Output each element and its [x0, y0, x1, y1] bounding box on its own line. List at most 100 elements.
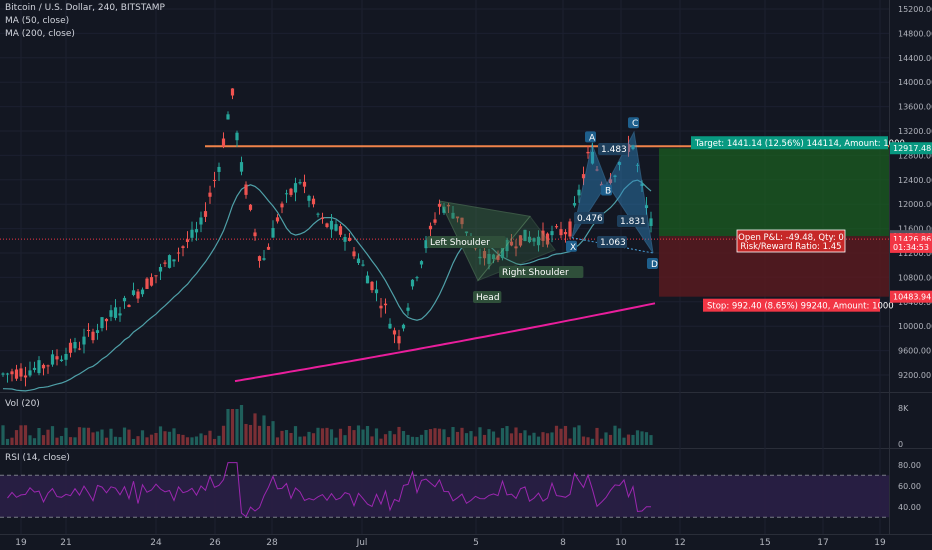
- candle-body: [37, 360, 41, 374]
- candle-body: [509, 241, 514, 246]
- volume-bar: [280, 430, 284, 445]
- candle-body: [122, 297, 127, 302]
- candle-body: [644, 205, 649, 209]
- volume-bar: [140, 430, 145, 445]
- candle-body: [208, 192, 212, 197]
- price-tag: 12917.48: [893, 144, 931, 153]
- volume-bar: [217, 435, 221, 445]
- hs-pattern-right: [476, 215, 556, 282]
- candle-body: [370, 281, 374, 291]
- price-tick-label: 13600.00: [898, 103, 932, 112]
- volume-bar: [257, 425, 262, 445]
- candle-body: [95, 330, 100, 334]
- volume-bar: [221, 425, 226, 445]
- x-tick-label: 10: [615, 538, 627, 548]
- volume-bar: [320, 428, 325, 445]
- candle-body: [527, 236, 532, 243]
- volume-bar: [190, 437, 194, 445]
- candle-body: [203, 211, 208, 217]
- volume-bar: [275, 437, 280, 445]
- harmonic-point-x-bg: [566, 240, 577, 252]
- candle-body: [649, 218, 653, 226]
- candle-body: [307, 195, 311, 201]
- candle-body: [536, 236, 541, 246]
- candle-body: [388, 323, 392, 329]
- volume-bar: [32, 438, 37, 445]
- x-tick-label: Jul: [356, 538, 368, 548]
- target-label-bg: [691, 136, 888, 150]
- volume-bar: [158, 426, 163, 445]
- candle-body: [284, 193, 289, 195]
- candle-body: [631, 145, 635, 150]
- volume-bar: [433, 428, 437, 445]
- volume-bar: [118, 437, 122, 445]
- rsi-tick-label: 80.00: [898, 461, 921, 470]
- candle-body: [446, 204, 451, 207]
- price-tick-label: 10800.00: [898, 273, 932, 282]
- volume-bar: [28, 435, 32, 445]
- candle-body: [167, 255, 172, 268]
- candle-body: [311, 198, 316, 205]
- candle-body: [550, 231, 554, 236]
- volume-bar: [500, 428, 505, 445]
- volume-bar: [293, 426, 298, 445]
- volume-bar: [1, 425, 5, 445]
- volume-bar: [307, 431, 311, 445]
- volume-bar: [163, 431, 167, 445]
- candle-body: [352, 251, 356, 257]
- harmonic-point-b-bg: [601, 184, 612, 196]
- volume-bar: [365, 425, 370, 445]
- candle-body: [491, 254, 496, 260]
- candle-body: [464, 231, 469, 234]
- harmonic-point-c-bg: [628, 117, 639, 129]
- volume-bar: [622, 437, 626, 445]
- price-tag: 11426.86: [893, 235, 931, 244]
- volume-bar: [113, 436, 118, 445]
- candle-body: [496, 255, 500, 260]
- candle-body: [410, 279, 415, 287]
- candle-body: [559, 229, 563, 236]
- volume-bar: [55, 437, 59, 445]
- candle-body: [118, 313, 122, 316]
- x-tick-label: 17: [817, 538, 828, 548]
- volume-bar: [77, 427, 82, 445]
- volume-bar: [581, 436, 586, 445]
- candle-body: [271, 228, 275, 238]
- candle-body: [334, 224, 338, 231]
- x-tick-label: 5: [473, 538, 479, 548]
- volume-bar: [235, 409, 239, 445]
- candle-body: [419, 261, 424, 265]
- candle-body: [257, 256, 262, 261]
- volume-bar: [127, 429, 131, 445]
- volume-bar: [136, 436, 140, 445]
- candle-body: [68, 342, 73, 353]
- volume-bar: [401, 431, 406, 445]
- volume-bar: [536, 436, 541, 445]
- x-tick-label: 26: [209, 538, 221, 548]
- volume-bar: [595, 427, 599, 445]
- candle-body: [500, 242, 505, 259]
- candle-body: [32, 367, 37, 370]
- volume-bar: [392, 434, 397, 445]
- volume-bar: [586, 437, 590, 445]
- candle-body: [599, 183, 604, 186]
- candle-body: [113, 307, 118, 318]
- volume-bar: [19, 425, 23, 445]
- stop-label: Stop: 992.40 (8.65%) 99240, Amount: 1000: [707, 302, 894, 312]
- candle-body: [406, 307, 410, 311]
- volume-bar: [383, 434, 388, 445]
- price-tick-label: 15200.00: [898, 5, 932, 14]
- volume-bar: [590, 438, 595, 445]
- candle-body: [86, 329, 91, 332]
- volume-bar: [473, 436, 478, 445]
- candle-body: [181, 246, 185, 248]
- candle-body: [451, 212, 455, 219]
- volume-bar: [298, 436, 302, 445]
- candle-body: [433, 219, 437, 223]
- volume-bar: [496, 437, 500, 445]
- candle-body: [244, 184, 248, 195]
- volume-bar: [482, 434, 487, 445]
- x-tick-label: 28: [266, 538, 278, 548]
- volume-bar: [523, 430, 527, 445]
